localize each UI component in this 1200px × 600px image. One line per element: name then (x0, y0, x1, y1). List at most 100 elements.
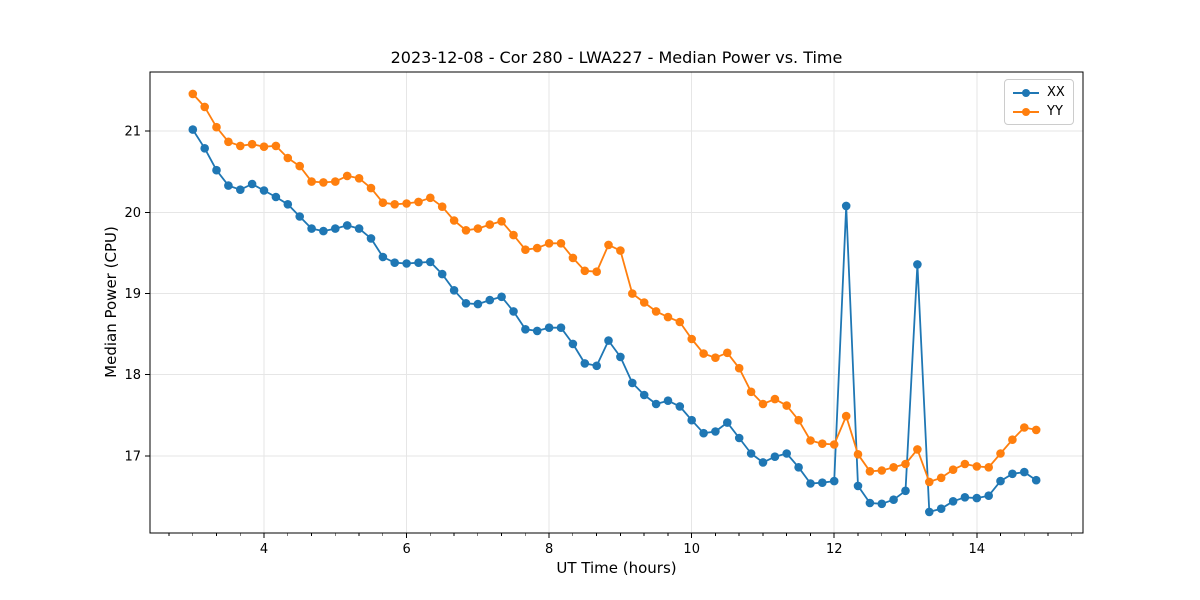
data-point-marker-xx (366, 234, 376, 243)
x-tick-label: 6 (402, 542, 410, 557)
data-point-marker-xx (794, 463, 803, 472)
data-point-marker-yy (604, 240, 613, 250)
data-point-marker-xx (972, 493, 982, 503)
data-point-marker-yy (936, 473, 946, 483)
data-point-marker-xx (224, 181, 233, 190)
data-point-marker-xx (390, 258, 400, 268)
legend-item-xx: XX (1012, 84, 1065, 101)
data-point-marker-xx (342, 221, 352, 230)
data-point-marker-yy (592, 267, 601, 277)
x-tick-label: 8 (545, 542, 553, 557)
legend-label-xx: XX (1047, 85, 1065, 100)
data-point-marker-yy (319, 178, 328, 187)
data-point-marker-xx (449, 286, 459, 295)
data-point-marker-xx (307, 224, 316, 233)
data-point-marker-xx (853, 481, 863, 491)
legend-label-yy: YY (1047, 104, 1063, 119)
data-point-marker-yy (675, 317, 685, 327)
data-point-marker-xx (818, 478, 827, 488)
data-point-marker-yy (461, 226, 471, 235)
data-point-marker-yy (794, 415, 803, 425)
data-point-marker-xx (259, 186, 269, 195)
data-point-marker-yy (960, 459, 970, 469)
data-point-marker-yy (532, 243, 542, 253)
data-point-marker-xx (200, 144, 209, 153)
data-point-marker-yy (734, 363, 744, 373)
data-point-marker-xx (509, 307, 518, 316)
y-tick-label: 17 (124, 449, 141, 464)
data-point-marker-xx (247, 179, 257, 189)
data-point-marker-yy (200, 102, 209, 112)
data-point-marker-yy (212, 122, 221, 132)
data-point-marker-xx (426, 257, 435, 267)
y-axis-label: Median Power (CPU) (102, 226, 120, 378)
data-point-marker-xx (532, 326, 542, 336)
data-point-marker-xx (960, 493, 970, 502)
data-point-marker-yy (1008, 435, 1017, 445)
data-point-marker-xx (295, 212, 305, 221)
x-tick-label: 12 (826, 542, 843, 557)
data-point-marker-yy (699, 349, 708, 358)
data-point-marker-yy (616, 246, 625, 255)
data-point-marker-xx (841, 201, 851, 211)
data-point-marker-xx (592, 361, 601, 371)
data-point-marker-yy (663, 312, 673, 322)
data-point-marker-yy (283, 153, 293, 163)
data-point-marker-yy (307, 177, 316, 186)
data-point-marker-xx (354, 224, 364, 233)
chart-title: 2023-12-08 - Cor 280 - LWA227 - Median P… (390, 48, 843, 67)
data-point-marker-xx (521, 325, 530, 334)
data-point-marker-yy (651, 307, 661, 316)
data-point-marker-yy (449, 216, 459, 225)
data-point-marker-yy (568, 253, 578, 263)
data-point-marker-xx (711, 427, 720, 436)
data-point-marker-xx (865, 498, 875, 508)
data-point-marker-yy (485, 220, 495, 229)
data-point-marker-yy (913, 445, 922, 454)
data-point-marker-yy (1020, 423, 1029, 432)
x-tick-label: 14 (969, 542, 986, 557)
data-point-marker-yy (972, 462, 982, 471)
data-point-marker-yy (236, 141, 245, 151)
data-point-marker-xx (580, 359, 590, 368)
data-point-marker-xx (996, 476, 1005, 486)
data-point-marker-yy (1031, 425, 1041, 435)
data-point-marker-yy (853, 450, 863, 459)
data-point-marker-xx (473, 299, 483, 309)
data-point-marker-yy (877, 466, 887, 475)
data-point-marker-yy (889, 463, 898, 472)
data-point-marker-xx (936, 504, 946, 513)
data-point-marker-yy (366, 183, 376, 193)
data-point-marker-xx (948, 497, 958, 506)
data-point-marker-yy (378, 198, 388, 207)
data-point-marker-yy (901, 459, 910, 469)
data-point-marker-yy (818, 439, 827, 449)
data-point-marker-yy (639, 298, 649, 307)
data-point-marker-xx (437, 269, 447, 279)
data-point-marker-xx (723, 418, 732, 427)
data-point-marker-yy (925, 477, 934, 487)
legend-line-marker-xx (1013, 88, 1039, 97)
data-point-marker-yy (473, 224, 483, 233)
data-point-marker-xx (283, 200, 293, 209)
data-point-marker-xx (628, 378, 637, 388)
legend: XX YY (1004, 79, 1074, 125)
data-point-marker-xx (544, 323, 554, 333)
data-point-marker-xx (212, 165, 221, 175)
data-point-marker-yy (829, 440, 839, 449)
data-point-marker-yy (509, 230, 518, 240)
data-point-marker-xx (734, 433, 744, 443)
data-point-marker-xx (271, 192, 281, 202)
data-point-marker-yy (188, 89, 198, 99)
data-point-marker-xx (556, 323, 566, 333)
data-point-marker-yy (996, 449, 1005, 458)
data-point-marker-yy (984, 463, 993, 472)
legend-line-marker-yy (1013, 107, 1039, 116)
data-point-marker-yy (628, 289, 637, 298)
data-point-marker-xx (806, 479, 815, 488)
data-point-marker-yy (948, 465, 958, 475)
data-point-marker-yy (723, 348, 732, 358)
data-point-marker-xx (485, 295, 495, 305)
x-axis-label: UT Time (hours) (556, 559, 677, 577)
